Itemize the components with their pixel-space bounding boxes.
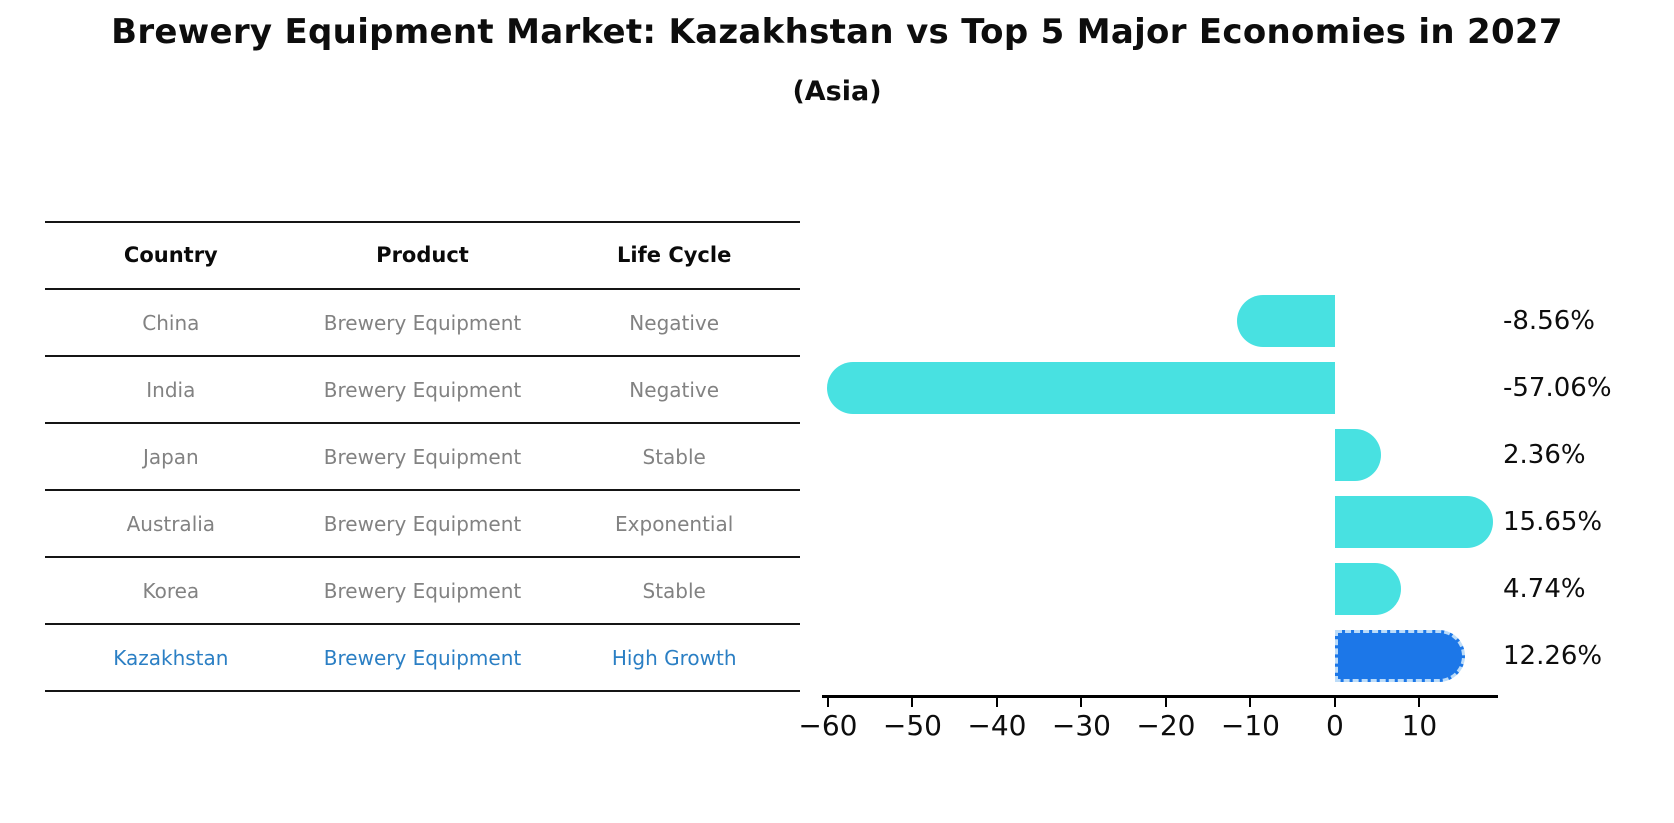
x-tick-label: 0: [1325, 709, 1344, 742]
value-label-india: -57.06%: [1503, 372, 1612, 403]
table-row-china: China Brewery Equipment Negative: [45, 290, 800, 357]
bar-india: [826, 361, 1335, 414]
x-tick-label: −50: [882, 709, 942, 742]
x-tick-mark: [826, 695, 829, 707]
x-tick-mark: [1249, 695, 1252, 707]
cell-product: Brewery Equipment: [323, 377, 522, 402]
bar-china: [1236, 294, 1335, 347]
x-tick-label: −20: [1136, 709, 1196, 742]
cell-product: Brewery Equipment: [323, 310, 522, 335]
value-label-korea: 4.74%: [1503, 573, 1586, 604]
cell-country: Korea: [142, 578, 200, 603]
bar-kazakhstan: [1334, 629, 1465, 682]
page-title: Brewery Equipment Market: Kazakhstan vs …: [111, 12, 1563, 52]
cell-country: China: [142, 310, 200, 335]
cell-product: Brewery Equipment: [323, 511, 522, 536]
cell-life-cycle: Negative: [629, 310, 720, 335]
page-subtitle: (Asia): [792, 76, 882, 107]
value-label-china: -8.56%: [1503, 305, 1595, 336]
x-tick-mark: [1164, 695, 1167, 707]
x-tick-label: −40: [967, 709, 1027, 742]
table-header-row: Country Product Life Cycle: [45, 223, 800, 290]
x-tick-mark: [911, 695, 914, 707]
x-tick-mark: [1080, 695, 1083, 707]
cell-country: Kazakhstan: [113, 645, 229, 670]
cell-country: India: [146, 377, 196, 402]
cell-life-cycle: High Growth: [611, 645, 737, 670]
table-row-kazakhstan: Kazakhstan Brewery Equipment High Growth: [45, 625, 800, 692]
bar-korea: [1334, 562, 1401, 615]
x-tick-label: −10: [1220, 709, 1280, 742]
x-tick-mark: [995, 695, 998, 707]
bar-australia: [1334, 495, 1494, 548]
table-row-australia: Australia Brewery Equipment Exponential: [45, 491, 800, 558]
value-label-australia: 15.65%: [1503, 506, 1603, 537]
cell-product: Brewery Equipment: [323, 578, 522, 603]
x-tick-mark: [1333, 695, 1336, 707]
cell-country: Japan: [142, 444, 199, 469]
cell-product: Brewery Equipment: [323, 444, 522, 469]
country-table: Country Product Life Cycle China Brewery …: [45, 221, 800, 692]
column-header-life-cycle: Life Cycle: [617, 242, 732, 267]
x-tick-label: −30: [1051, 709, 1111, 742]
x-tick-mark: [1418, 695, 1421, 707]
column-header-product: Product: [376, 242, 469, 267]
cell-country: Australia: [126, 511, 216, 536]
cell-product: Brewery Equipment: [323, 645, 522, 670]
value-label-japan: 2.36%: [1503, 439, 1586, 470]
table-row-japan: Japan Brewery Equipment Stable: [45, 424, 800, 491]
x-tick-label: 10: [1401, 709, 1438, 742]
bar-chart-plot-area: −60 −50 −40 −30 −20 −10 0 10 -8.56% -57.06% 2.36%…: [798, 221, 1612, 742]
cell-life-cycle: Exponential: [615, 511, 734, 536]
cell-life-cycle: Stable: [642, 578, 706, 603]
cell-life-cycle: Negative: [629, 377, 720, 402]
table-body: China Brewery Equipment Negative India Brewe…: [45, 290, 800, 692]
column-header-country: Country: [123, 242, 218, 267]
x-tick-label: −60: [798, 709, 858, 742]
cell-life-cycle: Stable: [642, 444, 706, 469]
table-row-korea: Korea Brewery Equipment Stable: [45, 558, 800, 625]
bar-japan: [1334, 428, 1381, 481]
table-row-india: India Brewery Equipment Negative: [45, 357, 800, 424]
value-label-kazakhstan: 12.26%: [1503, 640, 1603, 671]
